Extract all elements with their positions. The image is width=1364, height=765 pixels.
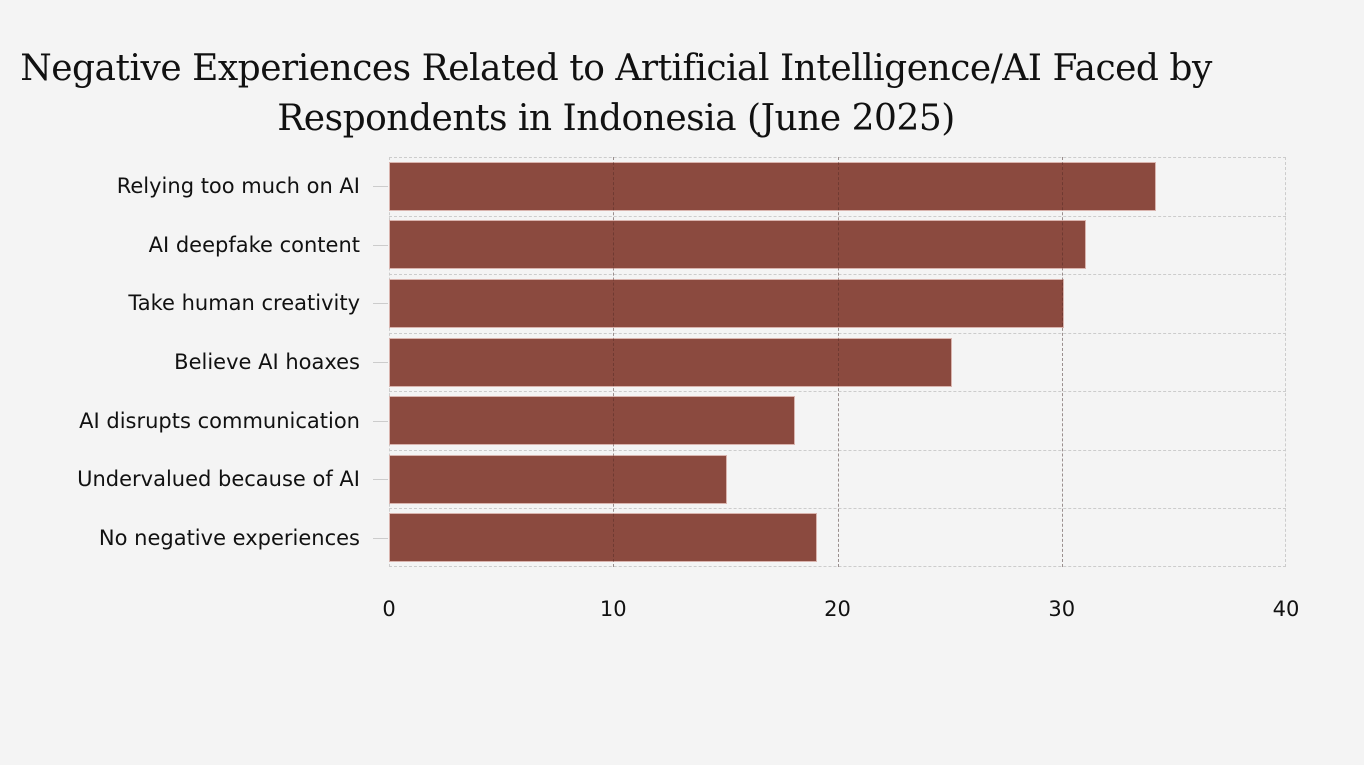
bar[interactable]	[390, 338, 951, 386]
y-gridline	[389, 215, 1286, 217]
chart-title: Negative Experiences Related to Artifici…	[0, 44, 1232, 144]
category-label: AI disrupts communication	[79, 408, 360, 433]
y-gridline	[389, 332, 1286, 334]
y-tick-mark	[373, 420, 388, 422]
category-label: Undervalued because of AI	[77, 467, 360, 492]
y-tick-mark	[373, 244, 388, 246]
bar[interactable]	[390, 397, 794, 445]
category-label: Relying too much on AI	[116, 174, 360, 199]
chart-title-line-2: Respondents in Indonesia (June 2025)	[277, 98, 955, 139]
category-label: AI deepfake content	[148, 232, 360, 257]
bar[interactable]	[390, 279, 1063, 327]
y-tick-mark	[373, 303, 388, 305]
y-gridline	[389, 508, 1286, 510]
bar[interactable]	[390, 221, 1086, 269]
x-tick-label: 10	[599, 597, 627, 621]
x-gridline	[1061, 157, 1063, 567]
x-tick-label: 30	[1048, 597, 1076, 621]
category-label: No negative experiences	[98, 525, 360, 550]
bar-overlay-gridline	[1061, 157, 1063, 567]
x-tick-label: 40	[1272, 597, 1300, 621]
y-tick-mark	[373, 479, 388, 481]
chart-title-line-1: Negative Experiences Related to Artifici…	[20, 48, 1212, 89]
y-tick-mark	[373, 362, 388, 363]
y-gridline	[389, 274, 1286, 276]
x-tick-label: 0	[382, 597, 396, 621]
y-tick-mark	[373, 186, 388, 188]
bar[interactable]	[390, 162, 1155, 210]
y-gridline	[389, 391, 1286, 393]
x-tick-label: 20	[824, 597, 851, 621]
category-label: Believe AI hoaxes	[174, 350, 360, 374]
category-label: Take human creativity	[128, 291, 360, 316]
bar[interactable]	[390, 514, 817, 562]
bar[interactable]	[390, 455, 727, 503]
y-tick-mark	[373, 537, 388, 539]
bar-overlay-gridline	[613, 157, 615, 567]
y-gridline	[389, 449, 1286, 451]
bar-overlay-gridline	[837, 157, 839, 567]
